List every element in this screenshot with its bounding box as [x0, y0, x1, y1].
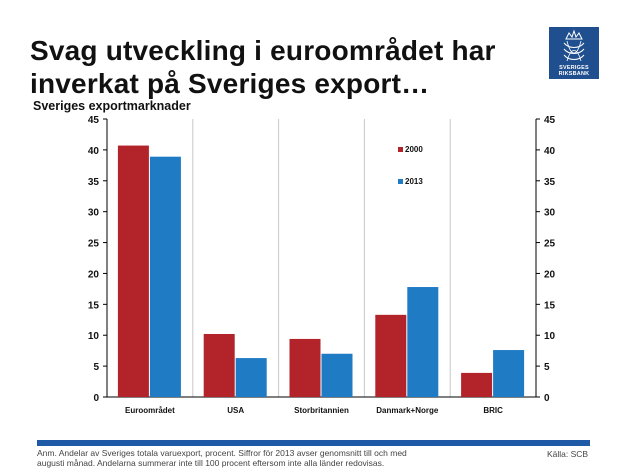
right-tick-label: 10 — [544, 331, 556, 342]
right-tick-label: 40 — [544, 146, 556, 157]
right-tick-label: 30 — [544, 208, 556, 219]
footnote-line-1: Anm. Andelar av Sveriges totala varuexpo… — [37, 448, 407, 458]
chart-subtitle: Sveriges exportmarknader — [33, 99, 191, 113]
left-tick-label: 10 — [88, 331, 100, 342]
footnote-line-2: augusti månad. Andelarna summerar inte t… — [37, 458, 385, 468]
bar-2013 — [235, 358, 267, 397]
legend-swatch-2000 — [398, 147, 403, 152]
left-tick-label: 45 — [88, 115, 100, 126]
footnote: Anm. Andelar av Sveriges totala varuexpo… — [37, 448, 487, 468]
bar-2013 — [149, 156, 181, 397]
x-tick-label: BRIC — [483, 406, 503, 415]
legend-label-2000: 2000 — [405, 145, 423, 154]
left-tick-label: 5 — [93, 362, 99, 373]
right-tick-label: 15 — [544, 300, 556, 311]
right-tick-label: 5 — [544, 362, 550, 373]
bar-2000 — [203, 333, 235, 397]
right-tick-label: 20 — [544, 269, 556, 280]
bar-2013 — [493, 350, 525, 397]
riksbank-logo: SVERIGES RIKSBANK — [549, 27, 599, 79]
bar-2000 — [117, 145, 149, 397]
left-tick-label: 40 — [88, 146, 100, 157]
bar-2000 — [375, 314, 407, 397]
right-tick-label: 35 — [544, 177, 556, 188]
x-tick-label: USA — [227, 406, 244, 415]
left-tick-label: 0 — [93, 393, 99, 404]
page-title: Svag utveckling i euroområdet har inverk… — [30, 35, 496, 99]
right-tick-label: 45 — [544, 115, 556, 126]
left-tick-label: 15 — [88, 300, 100, 311]
crown-emblem-icon — [563, 29, 585, 62]
right-tick-label: 0 — [544, 393, 550, 404]
x-tick-label: Storbritannien — [294, 406, 349, 415]
legend-swatch-2013 — [398, 179, 403, 184]
x-tick-label: Euroområdet — [125, 406, 175, 415]
left-tick-label: 25 — [88, 239, 100, 250]
left-tick-label: 20 — [88, 269, 100, 280]
x-tick-label: Danmark+Norge — [376, 406, 439, 415]
legend-label-2013: 2013 — [405, 177, 423, 186]
bar-2013 — [407, 287, 439, 397]
source-label: Källa: SCB — [547, 449, 589, 459]
left-tick-label: 30 — [88, 208, 100, 219]
bar-2000 — [289, 338, 321, 397]
logo-line1: SVERIGES — [559, 65, 589, 71]
right-tick-label: 25 — [544, 239, 556, 250]
logo-line2: RIKSBANK — [558, 71, 590, 77]
footer-bar — [37, 440, 590, 446]
left-tick-label: 35 — [88, 177, 100, 188]
bar-2013 — [321, 353, 353, 397]
bar-2000 — [461, 372, 493, 397]
